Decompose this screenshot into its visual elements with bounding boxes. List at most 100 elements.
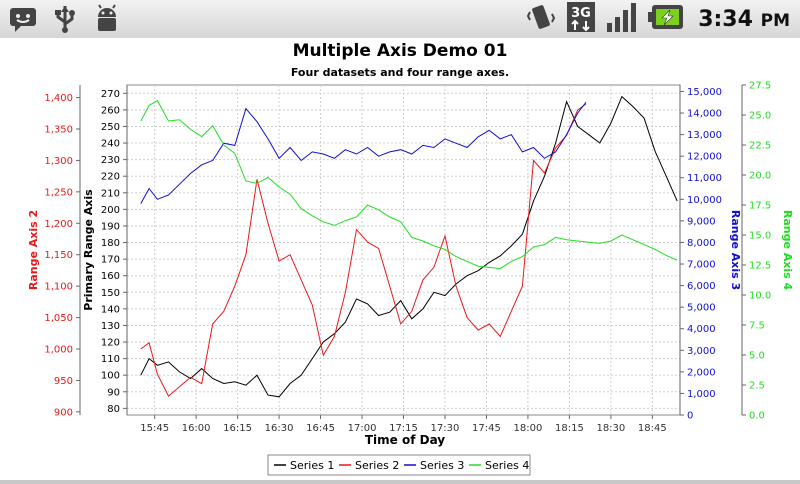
x-tick-label: 18:30 (596, 423, 625, 434)
range-axis-2-tick-label: 1,200 (44, 219, 73, 230)
range-axis-2-label: Range Axis 2 (27, 210, 40, 290)
x-tick-label: 18:00 (514, 423, 543, 434)
primary-range-axis-tick-label: 230 (101, 155, 120, 166)
primary-range-axis-tick-label: 260 (101, 105, 120, 116)
axes: 9009501,0001,0501,1001,1501,2001,2501,30… (27, 81, 794, 435)
range-axis-3-tick-label: 12,000 (687, 152, 722, 163)
battery-charging-icon (648, 4, 684, 34)
primary-range-axis-tick-label: 160 (101, 271, 120, 282)
clock-time: 3:34 (698, 6, 753, 32)
range-axis-2-tick-label: 1,250 (44, 187, 73, 198)
range-axis-4-tick-label: 7.5 (749, 321, 765, 332)
primary-range-axis-tick-label: 90 (107, 387, 120, 398)
range-axis-4-tick-label: 2.5 (749, 381, 765, 392)
range-axis-4-tick-label: 27.5 (749, 81, 771, 92)
notification-icon[interactable] (8, 4, 38, 34)
range-axis-3-tick-label: 11,000 (687, 173, 722, 184)
x-axis-label: Time of Day (365, 433, 445, 447)
range-axis-3-tick-label: 9,000 (687, 216, 716, 227)
range-axis-4: 0.0 2.5 5.0 7.5 10.0 12.5 15.0 17.5 20.0 22.5 25.0… (741, 81, 794, 422)
legend: Series 1 Series 2 Series 3 Series 4 (267, 454, 531, 476)
primary-range-axis-tick-label: 270 (101, 89, 120, 100)
legend-label-2: Series 2 (355, 459, 399, 472)
range-axis-3-tick-label: 4,000 (687, 324, 716, 335)
range-axis-3-tick-label: 5,000 (687, 303, 716, 314)
primary-range-axis-label: Primary Range Axis (82, 189, 95, 311)
primary-range-axis-tick-label: 200 (101, 205, 120, 216)
x-tick-label: 16:30 (265, 423, 294, 434)
grid (126, 84, 681, 416)
range-axis-3: 0 1,000 2,000 3,000 4,000 5,000 6,000 7,000 8,00… (679, 85, 742, 422)
range-axis-3-tick-label: 6,000 (687, 281, 716, 292)
range-axis-3-tick-label: 1,000 (687, 389, 716, 400)
primary-range-axis-tick-label: 80 (107, 404, 120, 415)
range-axis-3-tick-label: 0 (687, 411, 693, 422)
primary-range-axis-tick-label: 170 (101, 255, 120, 266)
series-1-line (140, 95, 678, 398)
primary-range-axis-tick-label: 190 (101, 221, 120, 232)
range-axis-3-tick-label: 14,000 (687, 109, 722, 120)
x-axis: 15:45 16:00 16:15 16:30 16:45 17:00 17:15 17:30… (140, 415, 667, 434)
range-axis-4-tick-label: 20.0 (749, 171, 771, 182)
x-tick-label: 16:45 (306, 423, 335, 434)
range-axis-3-tick-label: 7,000 (687, 260, 716, 271)
range-axis-2-tick-label: 1,000 (44, 345, 73, 356)
chart-title: Multiple Axis Demo 01 (293, 41, 508, 61)
x-tick-label: 17:45 (472, 423, 501, 434)
primary-range-axis-tick-label: 180 (101, 238, 120, 249)
range-axis-3-tick-label: 10,000 (687, 195, 722, 206)
range-axis-4-tick-label: 22.5 (749, 141, 771, 152)
range-axis-2: 900 950 1,000 1,050 1,100 1,150 1,200 1,250 1,30… (27, 85, 81, 418)
android-debug-icon[interactable] (92, 4, 122, 34)
x-tick-label: 18:15 (555, 423, 584, 434)
series-group (140, 95, 678, 398)
primary-range-axis-tick-label: 210 (101, 188, 120, 199)
range-axis-3-tick-label: 15,000 (687, 87, 722, 98)
multi-axis-chart: Multiple Axis Demo 01 Four datasets and … (27, 41, 794, 476)
range-axis-2-tick-label: 1,050 (44, 313, 73, 324)
primary-range-axis-tick-label: 250 (101, 122, 120, 133)
primary-range-axis-tick-label: 130 (101, 321, 120, 332)
series-4-line (140, 99, 678, 270)
range-axis-4-tick-label: 15.0 (749, 231, 771, 242)
signal-icon (606, 1, 638, 37)
range-axis-4-tick-label: 10.0 (749, 291, 771, 302)
range-axis-4-tick-label: 17.5 (749, 201, 771, 212)
x-tick-label: 16:00 (182, 423, 211, 434)
series-2-line (140, 103, 587, 397)
range-axis-2-tick-label: 1,100 (44, 282, 73, 293)
status-bar: 3G 3:34 PM (0, 0, 800, 39)
legend-box (267, 454, 531, 476)
x-tick-label: 17:30 (431, 423, 460, 434)
range-axis-4-label: Range Axis 4 (781, 210, 794, 291)
chart-panel: Multiple Axis Demo 01 Four datasets and … (0, 38, 800, 480)
range-axis-2-tick-label: 1,150 (44, 250, 73, 261)
x-tick-label: 17:15 (389, 423, 418, 434)
vibrate-icon (526, 2, 556, 36)
x-tick-label: 18:45 (638, 423, 667, 434)
range-axis-3-label: Range Axis 3 (729, 210, 742, 290)
range-axis-3-tick-label: 8,000 (687, 238, 716, 249)
range-axis-4-tick-label: 12.5 (749, 261, 771, 272)
primary-range-axis-tick-label: 120 (101, 338, 120, 349)
primary-range-axis-tick-label: 240 (101, 139, 120, 150)
x-tick-label: 17:00 (348, 423, 377, 434)
primary-range-axis: 80 90 100 110 120 130 140 150 160 170 180 190 200 210… (82, 85, 128, 415)
primary-range-axis-tick-label: 150 (101, 288, 120, 299)
range-axis-3-tick-label: 3,000 (687, 346, 716, 357)
x-tick-label: 16:15 (223, 423, 252, 434)
range-axis-2-tick-label: 1,350 (44, 125, 73, 136)
x-tick-label: 15:45 (140, 423, 169, 434)
legend-label-1: Series 1 (290, 459, 334, 472)
range-axis-4-tick-label: 0.0 (749, 411, 765, 422)
primary-range-axis-tick-label: 100 (101, 371, 120, 382)
usb-icon[interactable] (50, 4, 80, 34)
primary-range-axis-tick-label: 220 (101, 172, 120, 183)
3g-data-icon: 3G (566, 1, 596, 37)
range-axis-2-tick-label: 900 (54, 407, 73, 418)
primary-range-axis-tick-label: 140 (101, 304, 120, 315)
range-axis-2-tick-label: 950 (54, 376, 73, 387)
chart-subtitle: Four datasets and four range axes. (291, 66, 509, 79)
network-label: 3G (571, 6, 591, 21)
legend-label-4: Series 4 (485, 459, 529, 472)
